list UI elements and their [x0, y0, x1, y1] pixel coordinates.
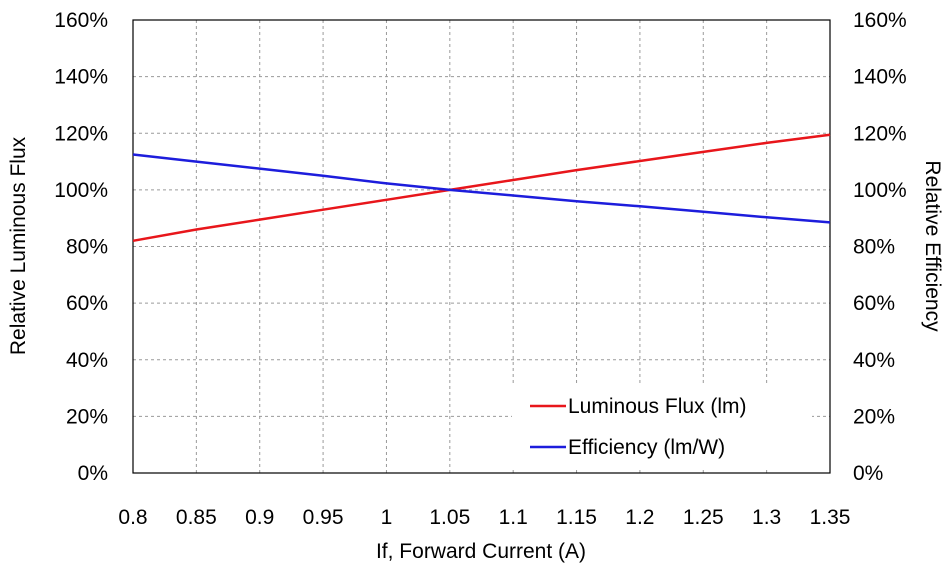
- y-axis-title-left: Relative Luminous Flux: [7, 136, 30, 355]
- grid-lines: [133, 20, 830, 473]
- y-tick-label-left: 0%: [78, 462, 108, 485]
- y-axis-title-right: Relative Efficiency: [921, 160, 944, 332]
- y-tick-label-right: 120%: [853, 122, 907, 145]
- series-layer: [132, 133, 831, 243]
- legend: Luminous Flux (lm) Efficiency (lm/W): [512, 383, 812, 468]
- legend-label-luminous-flux: Luminous Flux (lm): [568, 395, 747, 418]
- y-tick-label-right: 140%: [853, 66, 907, 89]
- plot-frame: [132, 19, 831, 474]
- x-axis-title: If, Forward Current (A): [376, 540, 586, 563]
- y-tick-label-left: 140%: [54, 66, 108, 89]
- y-tick-label-right: 100%: [853, 179, 907, 202]
- legend-label-efficiency: Efficiency (lm/W): [568, 436, 725, 459]
- y-tick-label-left: 80%: [66, 236, 108, 259]
- series-line-efficiency: [132, 153, 831, 224]
- y-tick-label-left: 120%: [54, 122, 108, 145]
- y-tick-label-right: 80%: [853, 236, 895, 259]
- y-tick-label-left: 60%: [66, 292, 108, 315]
- x-tick-label: 1.15: [556, 506, 597, 529]
- x-tick-label: 1: [381, 506, 393, 529]
- y-tick-label-left: 20%: [66, 405, 108, 428]
- y-tick-label-right: 40%: [853, 349, 895, 372]
- legend-box: [512, 383, 812, 468]
- x-tick-label: 0.95: [303, 506, 344, 529]
- x-tick-label: 1.1: [499, 506, 528, 529]
- y-tick-label-right: 20%: [853, 405, 895, 428]
- x-tick-label: 1.3: [752, 506, 781, 529]
- x-tick-label: 1.35: [810, 506, 851, 529]
- x-tick-label: 0.8: [118, 506, 147, 529]
- x-tick-label: 1.25: [683, 506, 724, 529]
- x-tick-label: 1.2: [625, 506, 654, 529]
- series-line-luminous-flux: [132, 133, 831, 243]
- y-tick-label-left: 100%: [54, 179, 108, 202]
- tick-labels: 0.8 0.85 0.9 0.95 1 1.05 1.1 1.15 1.2 1.25 1.3 1.35…: [54, 9, 906, 529]
- x-tick-label: 0.85: [176, 506, 217, 529]
- y-tick-label-left: 40%: [66, 349, 108, 372]
- y-tick-label-right: 0%: [853, 462, 883, 485]
- y-tick-label-right: 60%: [853, 292, 895, 315]
- x-tick-label: 1.05: [429, 506, 470, 529]
- y-tick-label-right: 160%: [853, 9, 907, 32]
- y-tick-label-left: 160%: [54, 9, 108, 32]
- x-tick-label: 0.9: [245, 506, 274, 529]
